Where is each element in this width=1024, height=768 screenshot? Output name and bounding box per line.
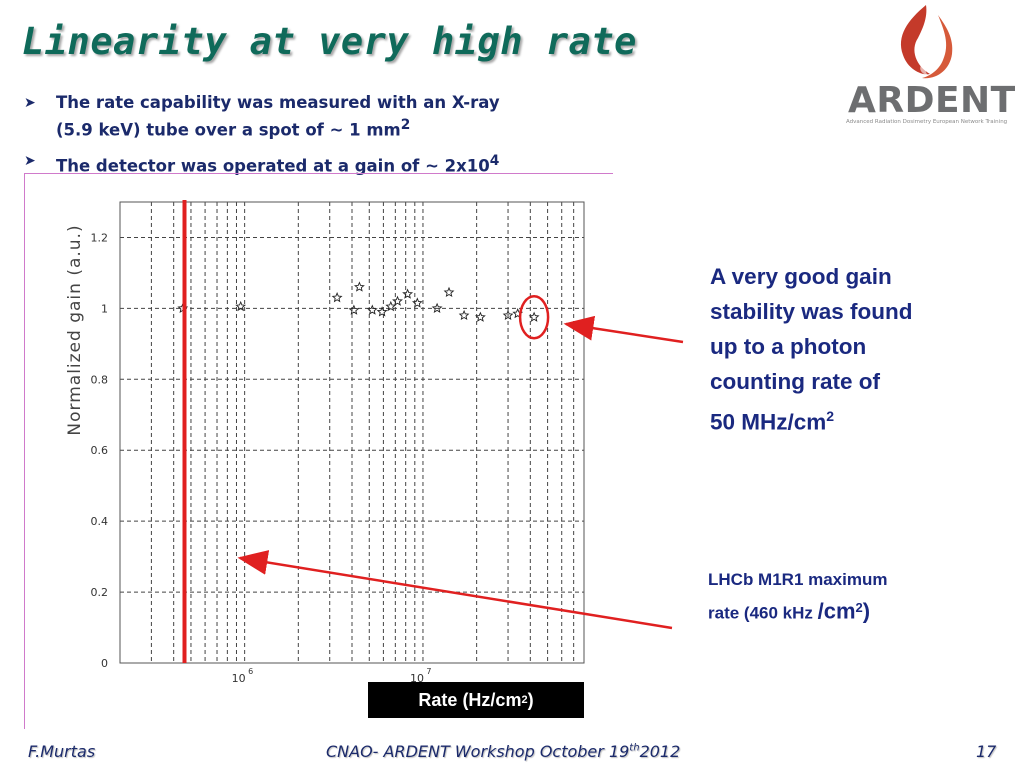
y-tick-label: 0.4 bbox=[91, 515, 109, 528]
x-axis-label-text: ) bbox=[527, 689, 534, 710]
data-point bbox=[353, 281, 365, 292]
bullet-text: The rate capability was measured with an… bbox=[56, 93, 500, 112]
lhcb-rate-note: LHCb M1R1 maximum rate (460 kHz /cm2) bbox=[708, 566, 998, 628]
note-line: counting rate of bbox=[710, 369, 880, 394]
note-text: /cm bbox=[817, 598, 856, 624]
logo-tagline: Advanced Radiation Dosimetry European Ne… bbox=[846, 119, 1008, 125]
note-line: 50 MHz/cm2 bbox=[710, 399, 990, 440]
data-point bbox=[376, 306, 388, 317]
data-point bbox=[502, 309, 514, 321]
arrow-bullet-icon: ➤ bbox=[24, 152, 36, 169]
x-axis-label: Rate (Hz/cm 2) bbox=[368, 682, 584, 718]
plot-area-border bbox=[119, 201, 585, 664]
note-text: 50 MHz/cm bbox=[710, 409, 827, 435]
data-point bbox=[385, 300, 397, 312]
note-line: rate (460 kHz /cm2) bbox=[708, 594, 998, 628]
superscript: th bbox=[629, 742, 640, 754]
data-point bbox=[392, 295, 403, 306]
slide-title: Linearity at very high rate bbox=[22, 20, 637, 63]
superscript: 2 bbox=[826, 408, 835, 424]
x-axis-label-text: Rate (Hz/cm bbox=[418, 689, 522, 710]
highlight-circle bbox=[518, 295, 550, 340]
data-point bbox=[528, 311, 540, 322]
x-tick-label: 10 bbox=[232, 672, 246, 685]
footer-author: F.Murtas bbox=[28, 742, 96, 761]
note-line: stability was found bbox=[710, 299, 913, 324]
data-point bbox=[331, 292, 343, 303]
note-line: A very good gain bbox=[710, 264, 892, 289]
bullet-item: ➤ The detector was operated at a gain of… bbox=[22, 150, 612, 178]
flame-logo-icon bbox=[900, 5, 953, 79]
superscript: 2 bbox=[855, 600, 863, 615]
note-line: LHCb M1R1 maximum bbox=[708, 570, 888, 589]
bullet-list: ➤ The rate capability was measured with … bbox=[22, 92, 612, 185]
arrow-bullet-icon: ➤ bbox=[24, 95, 36, 111]
bullet-item: ➤ The rate capability was measured with … bbox=[22, 92, 612, 142]
y-tick-label: 0.8 bbox=[91, 373, 109, 386]
data-point bbox=[366, 304, 378, 315]
y-tick-label: 0.6 bbox=[91, 444, 109, 457]
note-text: ) bbox=[862, 598, 871, 624]
y-tick-label: 0 bbox=[101, 657, 108, 670]
data-point bbox=[458, 309, 470, 321]
data-point bbox=[235, 300, 247, 312]
page-number: 17 bbox=[976, 742, 997, 761]
x-tick-exponent: 7 bbox=[426, 667, 431, 676]
x-tick-label: 10 bbox=[410, 672, 424, 685]
bullet-text: (5.9 keV) tube over a spot of ~ 1 mm bbox=[56, 120, 401, 140]
footer-event: CNAO- ARDENT Workshop October 19th2012 bbox=[326, 742, 680, 761]
superscript: 4 bbox=[489, 152, 500, 169]
footer-text: CNAO- ARDENT Workshop October 19 bbox=[326, 742, 630, 761]
note-text: rate (460 kHz bbox=[708, 603, 818, 623]
bullet-text: The detector was operated at a gain of ~… bbox=[56, 156, 490, 175]
data-point bbox=[402, 288, 414, 299]
y-tick-label: 1.2 bbox=[91, 231, 109, 244]
data-point bbox=[474, 311, 486, 322]
superscript: 2 bbox=[521, 694, 528, 706]
data-point bbox=[412, 297, 423, 308]
logo-wordmark: ARDENT bbox=[848, 80, 1016, 121]
data-point bbox=[348, 304, 360, 315]
gain-stability-note: A very good gain stability was found up … bbox=[710, 259, 990, 440]
y-tick-label: 0.2 bbox=[91, 586, 109, 599]
ardent-logo: ARDENT Advanced Radiation Dosimetry Euro… bbox=[838, 0, 1015, 130]
data-point bbox=[443, 286, 455, 298]
data-point bbox=[431, 302, 443, 313]
note-line: up to a photon bbox=[710, 334, 867, 359]
y-axis-label: Normalized gain (a.u.) bbox=[65, 224, 85, 435]
x-tick-exponent: 6 bbox=[248, 667, 253, 676]
annotation-arrow-gain bbox=[563, 315, 684, 344]
footer-text: 2012 bbox=[639, 742, 681, 761]
annotation-arrow-lhcb bbox=[237, 550, 673, 630]
y-tick-label: 1 bbox=[101, 302, 108, 315]
superscript: 2 bbox=[400, 117, 411, 133]
chart-frame bbox=[24, 173, 613, 729]
